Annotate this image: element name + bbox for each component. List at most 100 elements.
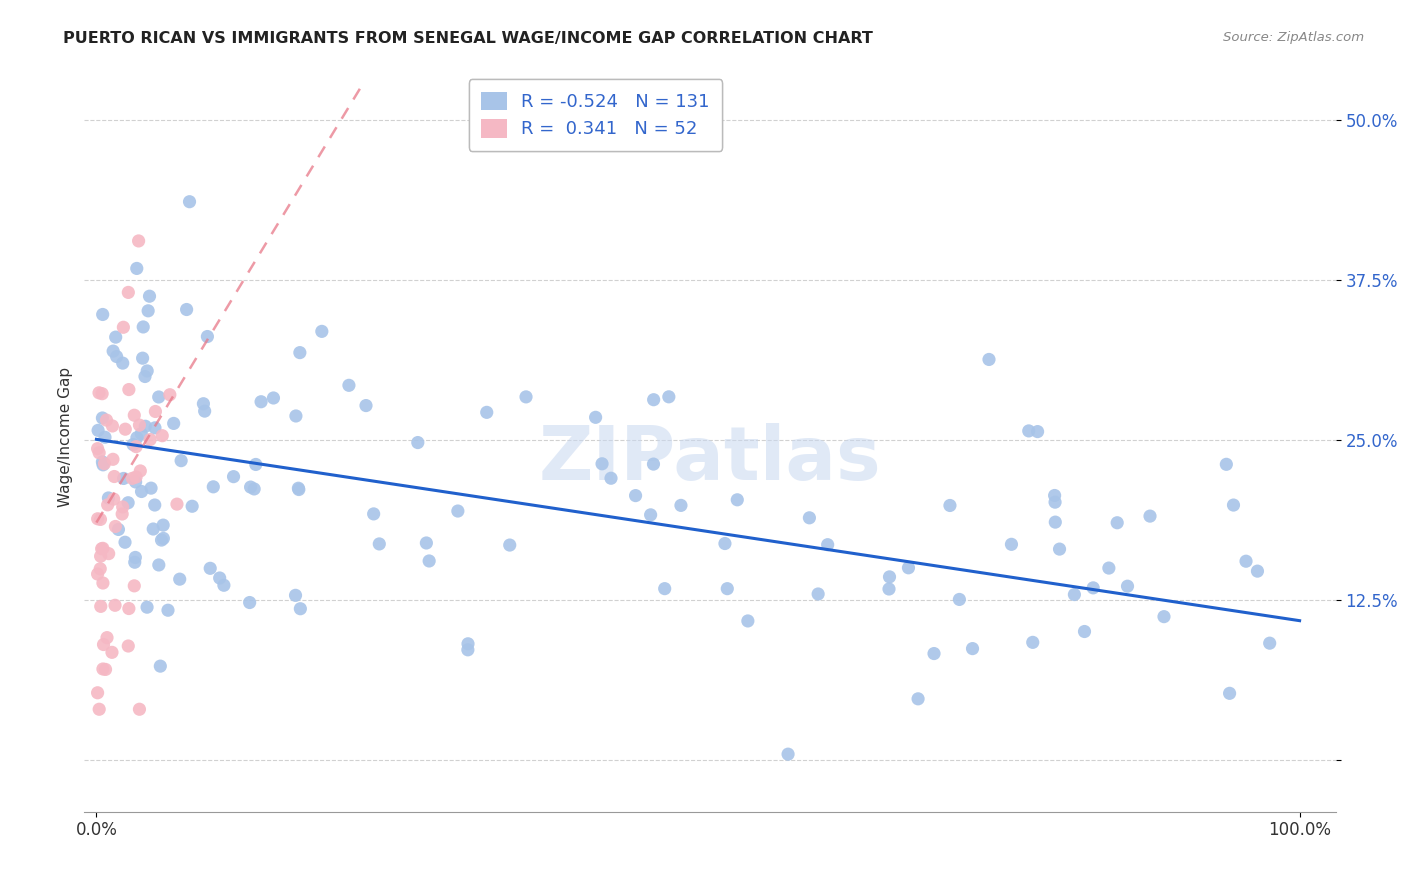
Point <box>170 453 193 467</box>
Point <box>125 440 148 454</box>
Point <box>1026 425 1049 439</box>
Point <box>716 582 738 596</box>
Point <box>114 422 136 436</box>
Point <box>143 498 166 512</box>
Point <box>97 491 120 505</box>
Point <box>778 747 800 761</box>
Point <box>1234 554 1257 568</box>
Point <box>197 329 219 343</box>
Point <box>1219 686 1241 700</box>
Point <box>131 351 153 366</box>
Point <box>156 603 179 617</box>
Point <box>112 320 135 334</box>
Point <box>658 390 681 404</box>
Point <box>112 471 135 485</box>
Point <box>111 500 134 514</box>
Point <box>128 702 150 716</box>
Point <box>150 533 173 547</box>
Point <box>122 579 145 593</box>
Point <box>101 645 124 659</box>
Point <box>457 643 479 657</box>
Point <box>117 285 139 300</box>
Point <box>962 641 984 656</box>
Point <box>125 431 148 445</box>
Point <box>111 356 134 370</box>
Point <box>640 508 662 522</box>
Point <box>243 482 266 496</box>
Point <box>1139 509 1161 524</box>
Point <box>1043 488 1066 502</box>
Point <box>948 592 970 607</box>
Point <box>91 458 114 472</box>
Point <box>1022 635 1045 649</box>
Point <box>90 549 112 564</box>
Point <box>118 601 141 615</box>
Point <box>1222 498 1244 512</box>
Point <box>87 423 110 437</box>
Point <box>714 536 737 550</box>
Point <box>114 535 136 549</box>
Point <box>179 194 201 209</box>
Point <box>169 572 191 586</box>
Point <box>125 261 148 276</box>
Point <box>139 433 162 447</box>
Text: PUERTO RICAN VS IMMIGRANTS FROM SENEGAL WAGE/INCOME GAP CORRELATION CHART: PUERTO RICAN VS IMMIGRANTS FROM SENEGAL … <box>63 31 873 46</box>
Point <box>737 614 759 628</box>
Point <box>725 492 748 507</box>
Point <box>1215 458 1237 472</box>
Point <box>124 555 146 569</box>
Point <box>288 345 311 359</box>
Point <box>337 378 360 392</box>
Point <box>101 344 124 359</box>
Point <box>124 475 146 489</box>
Point <box>149 659 172 673</box>
Point <box>643 457 665 471</box>
Point <box>117 639 139 653</box>
Point <box>176 302 198 317</box>
Point <box>669 499 692 513</box>
Point <box>591 457 613 471</box>
Point <box>1043 495 1066 509</box>
Point <box>145 404 167 418</box>
Point <box>89 562 111 576</box>
Point <box>1153 609 1175 624</box>
Point <box>1258 636 1281 650</box>
Point <box>194 404 217 418</box>
Point <box>807 587 830 601</box>
Point <box>897 561 920 575</box>
Point <box>91 386 114 401</box>
Point <box>817 538 839 552</box>
Point <box>222 469 245 483</box>
Point <box>136 303 159 318</box>
Point <box>129 464 152 478</box>
Point <box>138 289 160 303</box>
Point <box>1083 581 1105 595</box>
Point <box>136 600 159 615</box>
Point <box>87 385 110 400</box>
Point <box>152 518 174 533</box>
Point <box>879 570 901 584</box>
Legend: R = -0.524   N = 131, R =  0.341   N = 52: R = -0.524 N = 131, R = 0.341 N = 52 <box>468 79 723 151</box>
Point <box>90 599 112 614</box>
Point <box>1045 515 1067 529</box>
Point <box>104 599 127 613</box>
Text: ZIPatlas: ZIPatlas <box>538 423 882 496</box>
Y-axis label: Wage/Income Gap: Wage/Income Gap <box>58 367 73 508</box>
Point <box>124 550 146 565</box>
Text: Source: ZipAtlas.com: Source: ZipAtlas.com <box>1223 31 1364 45</box>
Point <box>132 320 155 334</box>
Point <box>96 631 118 645</box>
Point <box>148 390 170 404</box>
Point <box>124 409 146 423</box>
Point <box>94 662 117 676</box>
Point <box>166 497 188 511</box>
Point <box>143 421 166 435</box>
Point <box>91 411 114 425</box>
Point <box>150 428 173 442</box>
Point <box>499 538 522 552</box>
Point <box>118 383 141 397</box>
Point <box>90 541 112 556</box>
Point <box>89 702 111 716</box>
Point <box>91 576 114 591</box>
Point <box>406 435 429 450</box>
